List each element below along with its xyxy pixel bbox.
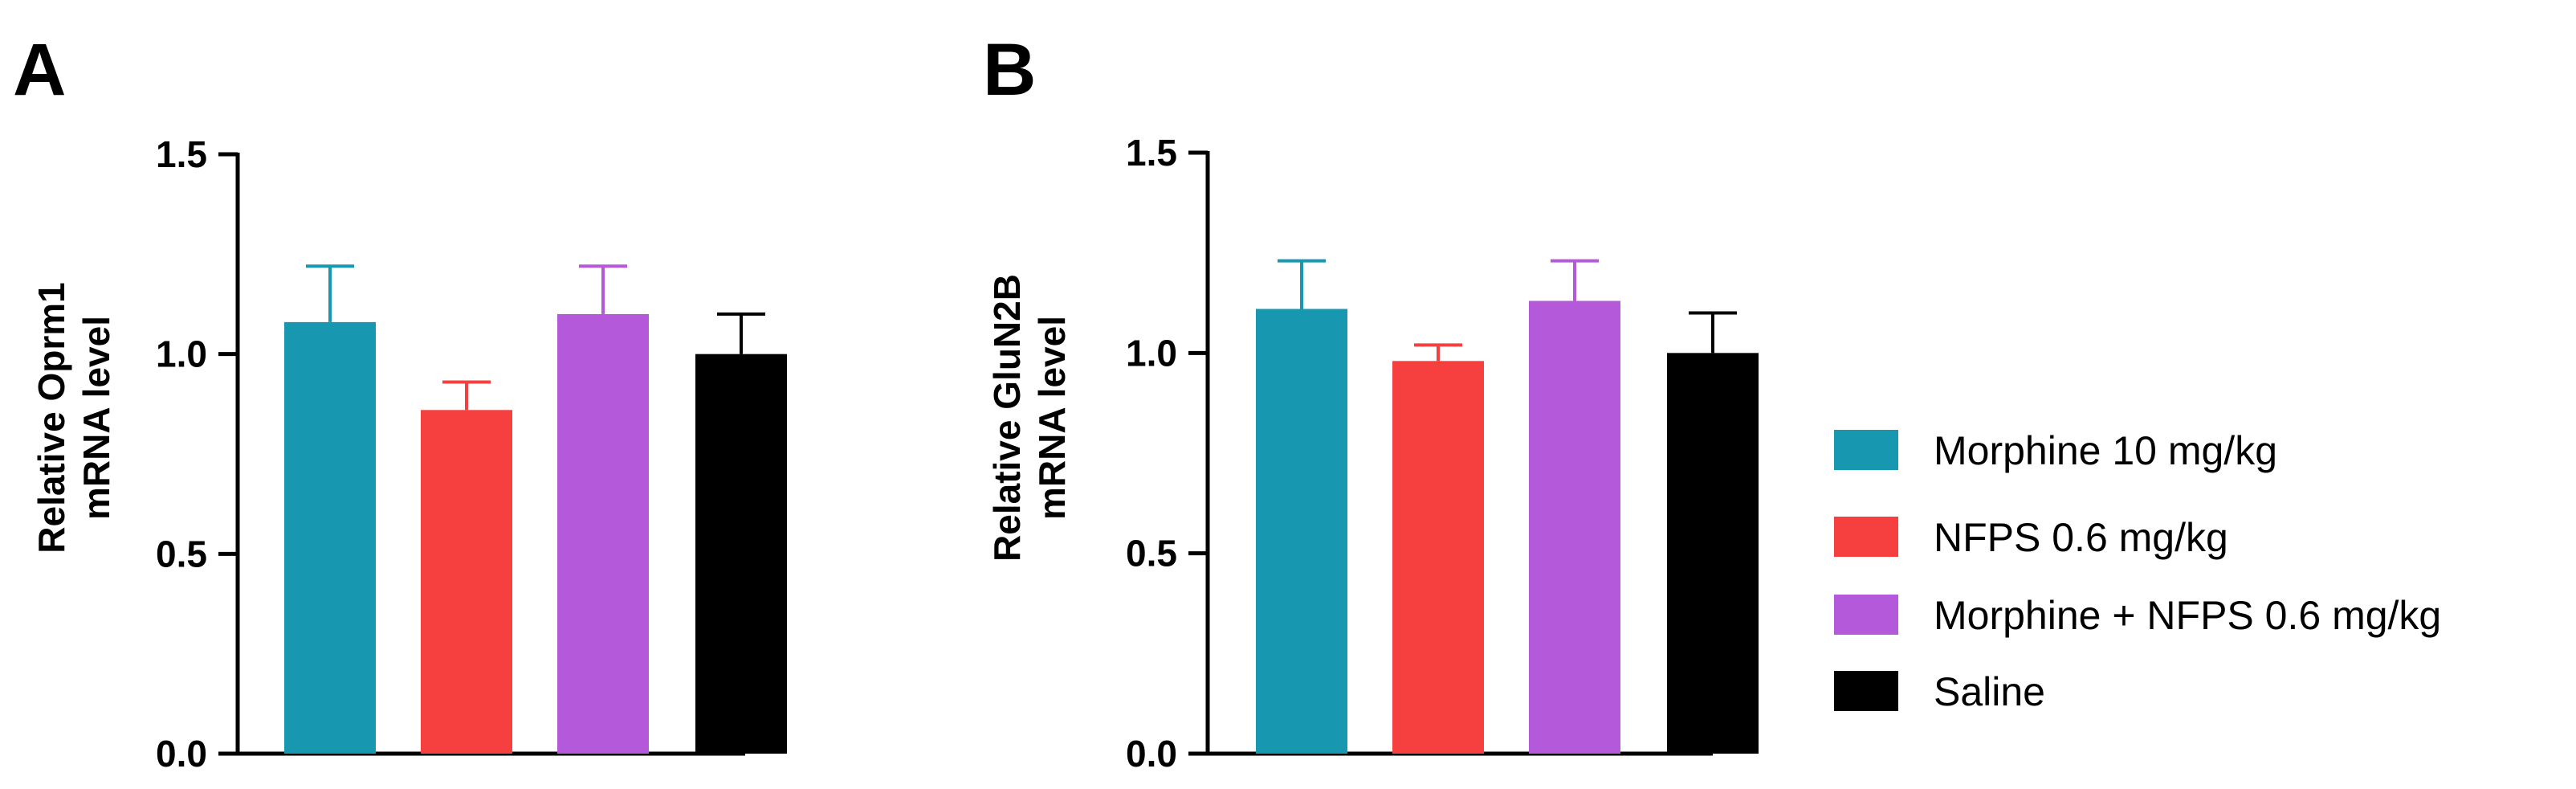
panel-b-chart: B Relative GluN2B mRNA level 0.0 0.5 1.0 1.… bbox=[983, 29, 1759, 775]
panel-a-chart: A Relative Oprm1 mRNA level 0.0 0.5 1.0 1.5 bbox=[13, 29, 787, 775]
legend: Morphine 10 mg/kg NFPS 0.6 mg/kg Morphin… bbox=[1834, 428, 2441, 714]
legend-swatch-morphine-nfps bbox=[1834, 595, 1898, 635]
legend-swatch-nfps bbox=[1834, 517, 1898, 557]
panel-b-ytick-label: 0.5 bbox=[1126, 533, 1177, 574]
panel-b-bar bbox=[1529, 300, 1620, 754]
panel-a-plot-area: 0.0 0.5 1.0 1.5 bbox=[156, 133, 787, 775]
panel-b-ytick-label: 1.5 bbox=[1126, 132, 1177, 174]
panel-a-bar bbox=[695, 354, 787, 754]
panel-b-ytick-label: 1.0 bbox=[1126, 332, 1177, 374]
legend-label-morphine-nfps: Morphine + NFPS 0.6 mg/kg bbox=[1934, 593, 2441, 638]
legend-label-morphine: Morphine 10 mg/kg bbox=[1934, 428, 2277, 473]
panel-b-letter: B bbox=[983, 29, 1036, 111]
panel-a-ytick-label: 1.5 bbox=[156, 133, 207, 175]
panel-b-ylabel-line-1: Relative GluN2B bbox=[986, 274, 1028, 562]
panel-a-ytick-label: 1.0 bbox=[156, 333, 207, 375]
panel-b-plot-area: 0.0 0.5 1.0 1.5 bbox=[1126, 132, 1759, 775]
panel-a-ylabel-line-1: Relative Oprm1 bbox=[31, 282, 72, 553]
panel-a-ytick-label: 0.5 bbox=[156, 533, 207, 574]
legend-label-saline: Saline bbox=[1934, 669, 2045, 714]
legend-label-nfps: NFPS 0.6 mg/kg bbox=[1934, 515, 2228, 560]
panel-a-bar bbox=[557, 313, 649, 754]
panel-a-ytick-label: 0.0 bbox=[156, 733, 207, 775]
legend-swatch-morphine bbox=[1834, 430, 1898, 470]
panel-b-bar bbox=[1667, 353, 1759, 754]
panel-a-bar bbox=[421, 410, 512, 754]
panel-a-letter: A bbox=[13, 29, 66, 111]
panel-b-bar bbox=[1392, 361, 1484, 754]
panel-b-bar bbox=[1256, 309, 1347, 754]
panel-a-ylabel-line-2: mRNA level bbox=[75, 316, 117, 520]
legend-swatch-saline bbox=[1834, 671, 1898, 711]
panel-b-ylabel-line-2: mRNA level bbox=[1031, 316, 1073, 520]
panel-b-ytick-label: 0.0 bbox=[1126, 733, 1177, 775]
panel-a-bar bbox=[284, 321, 376, 754]
